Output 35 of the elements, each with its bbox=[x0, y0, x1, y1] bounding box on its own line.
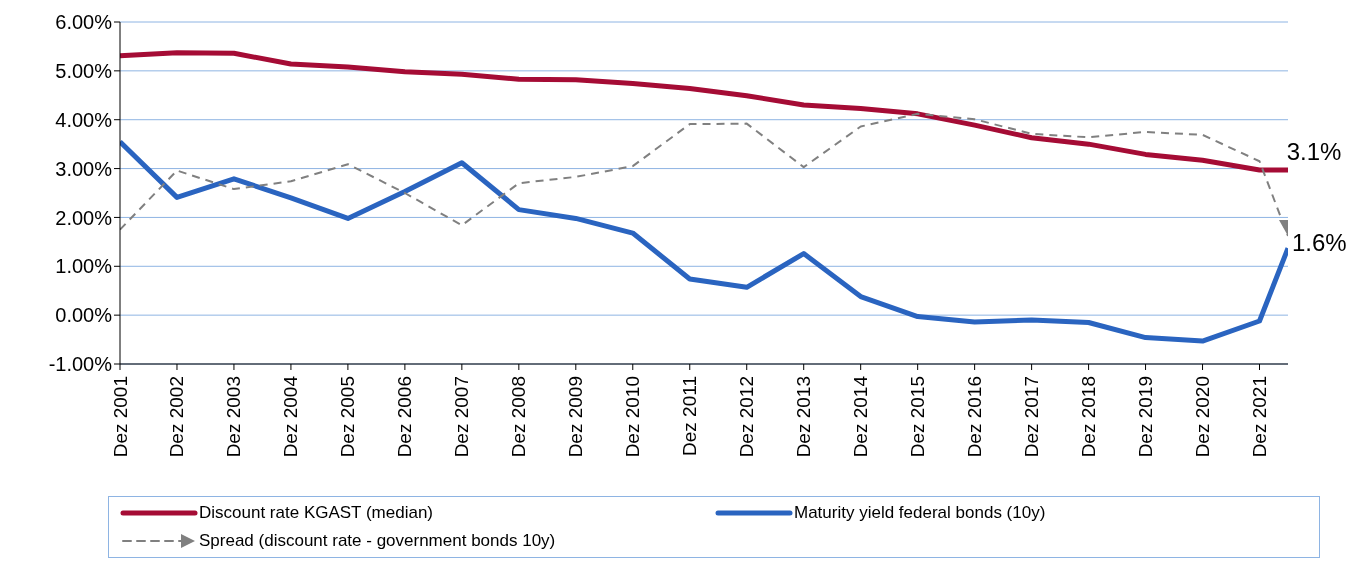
x-tick-label: Dez 2020 bbox=[1192, 376, 1214, 458]
x-tick-label: Dez 2007 bbox=[451, 376, 473, 458]
y-tick-label: 1.00% bbox=[55, 255, 113, 278]
x-tick-label: Dez 2005 bbox=[337, 376, 359, 458]
x-tick-label: Dez 2006 bbox=[394, 376, 416, 458]
legend-label: Spread (discount rate - government bonds 10y) bbox=[199, 531, 556, 551]
x-tick-label: Dez 2018 bbox=[1078, 376, 1100, 458]
x-tick-label: Dez 2009 bbox=[565, 376, 587, 458]
x-tick-label: Dez 2013 bbox=[793, 376, 815, 458]
y-tick-label: 4.00% bbox=[55, 108, 113, 131]
y-tick-label: 6.00% bbox=[55, 11, 113, 34]
y-tick-label: 0.00% bbox=[55, 304, 113, 327]
x-tick-label: Dez 2012 bbox=[736, 376, 758, 458]
x-tick-label: Dez 2001 bbox=[109, 376, 131, 458]
x-tick-label: Dez 2003 bbox=[223, 376, 245, 458]
x-tick-label: Dez 2011 bbox=[679, 376, 701, 456]
legend-label: Maturity yield federal bonds (10y) bbox=[794, 503, 1046, 523]
legend-label: Discount rate KGAST (median) bbox=[199, 503, 433, 523]
x-tick-label: Dez 2008 bbox=[508, 376, 530, 458]
x-tick-label: Dez 2021 bbox=[1249, 376, 1271, 458]
y-tick-label: 3.00% bbox=[55, 157, 113, 180]
x-tick-label: Dez 2017 bbox=[1021, 376, 1043, 458]
y-tick-label: 5.00% bbox=[55, 59, 113, 82]
x-tick-label: Dez 2016 bbox=[964, 376, 986, 458]
annotation: 3.1% bbox=[1286, 138, 1342, 166]
x-tick-label: Dez 2019 bbox=[1135, 376, 1157, 458]
x-tick-label: Dez 2004 bbox=[280, 375, 302, 458]
x-tick-label: Dez 2014 bbox=[850, 375, 872, 458]
y-tick-label: -1.00% bbox=[48, 353, 113, 376]
annotation: 1.6% bbox=[1292, 228, 1347, 256]
y-tick-label: 2.00% bbox=[55, 206, 113, 229]
x-tick-label: Dez 2010 bbox=[622, 376, 644, 458]
x-tick-label: Dez 2002 bbox=[166, 376, 188, 458]
x-tick-label: Dez 2015 bbox=[907, 376, 929, 458]
line-series bbox=[120, 112, 1288, 237]
